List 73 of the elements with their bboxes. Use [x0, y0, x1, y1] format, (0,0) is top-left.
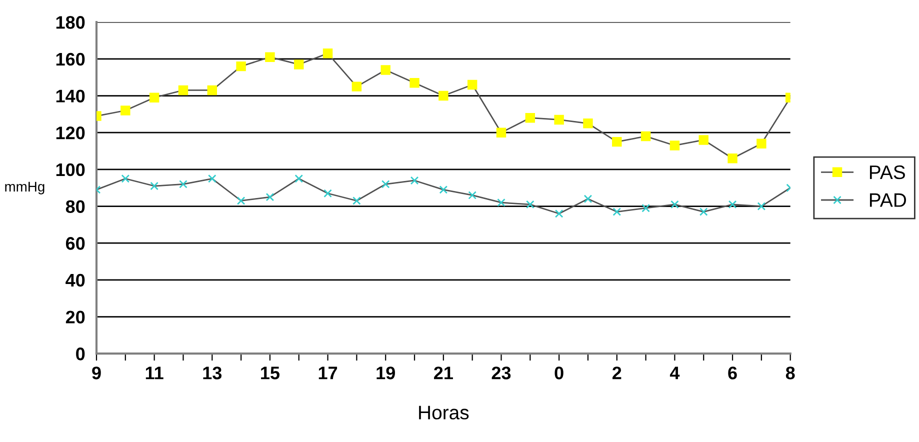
- y-tick-label: 120: [56, 126, 85, 140]
- y-tick-label: 160: [56, 52, 85, 66]
- y-tick-label: 0: [76, 348, 85, 360]
- x-tick-label: 23: [492, 366, 511, 380]
- point: [497, 198, 506, 207]
- x-tick-label: 11: [146, 366, 164, 380]
- y-tick-label: 40: [66, 274, 85, 287]
- x-tick-label: 2: [612, 366, 622, 380]
- y-tick-label: 60: [66, 237, 85, 250]
- point: [352, 196, 361, 205]
- point: [496, 128, 506, 138]
- point: [612, 208, 622, 216]
- point: [324, 189, 332, 198]
- point: [410, 176, 419, 185]
- point: [439, 186, 448, 194]
- point: [294, 60, 304, 70]
- point: [468, 191, 476, 200]
- x-tick-label: 9: [92, 366, 101, 380]
- point: [728, 200, 737, 209]
- point: [150, 182, 158, 190]
- point: [179, 180, 188, 188]
- point: [757, 202, 766, 210]
- point: [612, 136, 622, 147]
- point: [756, 138, 766, 149]
- point: [121, 174, 130, 183]
- point: [266, 192, 274, 202]
- x-tick-label: 21: [434, 366, 453, 380]
- x-tick-label: 0: [554, 366, 564, 380]
- x-axis-title: Horas: [419, 406, 469, 420]
- point: [380, 65, 390, 75]
- point: [410, 78, 420, 88]
- point: [236, 196, 246, 205]
- point: [640, 131, 651, 142]
- point: [120, 106, 130, 116]
- x-tick-label: 4: [670, 366, 680, 380]
- point: [322, 48, 333, 58]
- point: [584, 194, 592, 204]
- x-tick-label: 6: [728, 366, 737, 380]
- x-tick-label: 17: [318, 366, 338, 380]
- legend-label: PAD: [870, 193, 906, 207]
- point: [670, 140, 680, 150]
- y-tick-label: 80: [66, 200, 85, 213]
- point: [728, 154, 738, 164]
- x-tick-label: 8: [786, 366, 795, 380]
- point: [467, 80, 478, 90]
- point: [381, 180, 390, 188]
- point: [698, 135, 708, 145]
- x-tick-label: 15: [261, 366, 280, 380]
- point: [208, 174, 216, 183]
- point: [352, 82, 362, 92]
- point: [699, 208, 708, 216]
- point: [554, 114, 564, 125]
- point: [294, 174, 304, 183]
- point: [583, 118, 593, 128]
- point: [265, 52, 275, 62]
- point: [149, 92, 160, 102]
- point: [207, 85, 217, 96]
- legend-label: PAS: [870, 165, 905, 180]
- y-axis-title: mmHg: [5, 182, 44, 194]
- point: [236, 61, 246, 72]
- point: [642, 204, 650, 212]
- y-tick-label: 100: [56, 163, 85, 176]
- point: [554, 209, 564, 218]
- point: [526, 200, 534, 209]
- point: [178, 85, 188, 96]
- y-tick-label: 140: [56, 90, 85, 102]
- x-tick-label: 19: [376, 366, 395, 380]
- x-tick-label: 13: [203, 366, 222, 380]
- y-tick-label: 20: [66, 310, 85, 324]
- y-tick-label: 180: [56, 16, 85, 29]
- point: [670, 200, 679, 209]
- point: [525, 113, 536, 123]
- point: [438, 90, 448, 101]
